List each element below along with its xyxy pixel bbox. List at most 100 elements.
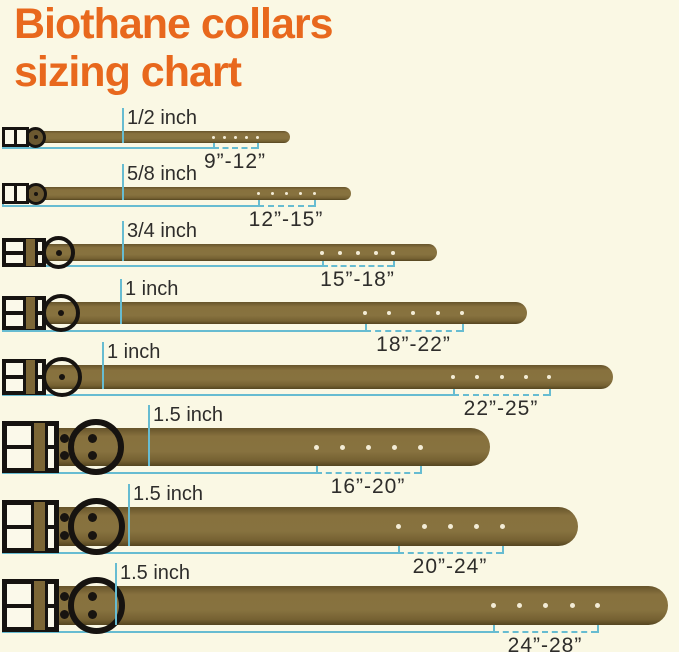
adjustment-hole (222, 135, 226, 139)
dimension-tick-first-hole (365, 318, 367, 332)
width-indicator-line (120, 279, 122, 324)
collar-width-label: 1 inch (107, 341, 161, 363)
adjustment-hole (244, 135, 248, 139)
dimension-tick-first-hole (493, 619, 495, 633)
width-indicator-line (128, 484, 130, 546)
adjustment-hole (395, 524, 401, 529)
adjustment-hole (339, 444, 345, 450)
rivet-dot (55, 249, 62, 256)
adjustment-hole (255, 135, 259, 139)
adjustment-hole (421, 524, 427, 529)
collar-strap (2, 586, 668, 625)
rivet-dot (34, 191, 38, 196)
d-ring-icon (25, 182, 47, 205)
adjustment-hole (320, 250, 324, 255)
rivet-dot (59, 513, 69, 523)
dimension-line-solid (2, 330, 365, 332)
rivet-dot (59, 450, 69, 460)
adjustment-hole (313, 444, 319, 450)
buckle-icon (2, 579, 59, 632)
dimension-tick-first-hole (453, 383, 455, 396)
dimension-line-solid (2, 472, 316, 474)
rivet-dot (87, 450, 97, 460)
dimension-tick-left (2, 324, 4, 332)
page-title: Biothane collars sizing chart (14, 0, 334, 96)
dimension-tick-last-hole (393, 255, 395, 267)
adjustment-hole (516, 603, 522, 608)
collar-size-range-label: 22”-25” (463, 397, 539, 420)
adjustment-hole (542, 603, 548, 608)
dimension-tick-first-hole (316, 460, 318, 474)
dimension-tick-last-hole (549, 383, 551, 396)
adjustment-hole (473, 524, 479, 529)
adjustment-hole (417, 444, 423, 450)
dimension-line-solid (2, 394, 453, 396)
collar-width-label: 1 inch (125, 278, 179, 300)
dimension-line-dashed (493, 631, 597, 633)
d-ring-icon (68, 498, 125, 555)
adjustment-hole (594, 603, 600, 608)
rivet-dot (59, 592, 69, 602)
adjustment-hole (436, 311, 440, 315)
adjustment-hole (499, 524, 505, 529)
rivet-dot (59, 609, 69, 619)
buckle-icon (2, 296, 46, 330)
adjustment-hole (256, 192, 260, 195)
collar-strap (2, 244, 437, 261)
adjustment-hole (547, 375, 551, 379)
adjustment-hole (490, 603, 496, 608)
buckle-keeper (31, 423, 48, 471)
collar-width-label: 5/8 inch (127, 163, 198, 185)
rivet-dot (87, 530, 97, 540)
adjustment-hole (387, 311, 391, 315)
rivet-dot (87, 434, 97, 444)
width-indicator-line (148, 405, 150, 466)
rivet-dot (87, 609, 97, 619)
dimension-tick-first-hole (398, 540, 400, 554)
width-indicator-line (122, 221, 124, 261)
buckle-keeper (23, 239, 38, 266)
collar-size-range-label: 16”-20” (330, 475, 406, 498)
adjustment-hole (233, 135, 237, 139)
buckle-bar (7, 524, 54, 529)
collar-width-label: 1.5 inch (120, 562, 191, 584)
adjustment-hole (391, 444, 397, 450)
buckle-icon (2, 359, 46, 395)
buckle-icon (2, 127, 29, 147)
d-ring-icon (68, 419, 124, 475)
adjustment-hole (411, 311, 415, 315)
adjustment-hole (500, 375, 504, 379)
rivet-dot (33, 135, 38, 139)
dimension-line-solid (2, 205, 258, 207)
adjustment-hole (365, 444, 371, 450)
adjustment-hole (460, 311, 464, 315)
dimension-tick-last-hole (502, 540, 504, 554)
dimension-line-dashed (258, 205, 314, 207)
collar-size-range-label: 12”-15” (248, 208, 324, 231)
d-ring-icon (42, 357, 82, 397)
dimension-tick-last-hole (420, 460, 422, 474)
dimension-tick-left (2, 625, 4, 633)
d-ring-icon (25, 126, 46, 148)
buckle-bar (6, 311, 42, 315)
dimension-tick-left (2, 466, 4, 474)
dimension-line-dashed (365, 330, 462, 332)
buckle-icon (2, 421, 59, 473)
width-indicator-line (122, 108, 124, 143)
dimension-tick-left (2, 200, 4, 207)
buckle-bar (14, 130, 17, 144)
collar-width-label: 1.5 inch (133, 483, 204, 505)
adjustment-hole (338, 250, 342, 255)
dimension-line-dashed (453, 394, 549, 396)
buckle-keeper (23, 297, 38, 329)
collar-width-label: 1.5 inch (153, 404, 224, 426)
page-title-line1: Biothane collars (14, 0, 334, 48)
dimension-tick-left (2, 389, 4, 396)
collar-size-range-label: 9”-12” (203, 150, 267, 173)
rivet-dot (87, 513, 97, 523)
